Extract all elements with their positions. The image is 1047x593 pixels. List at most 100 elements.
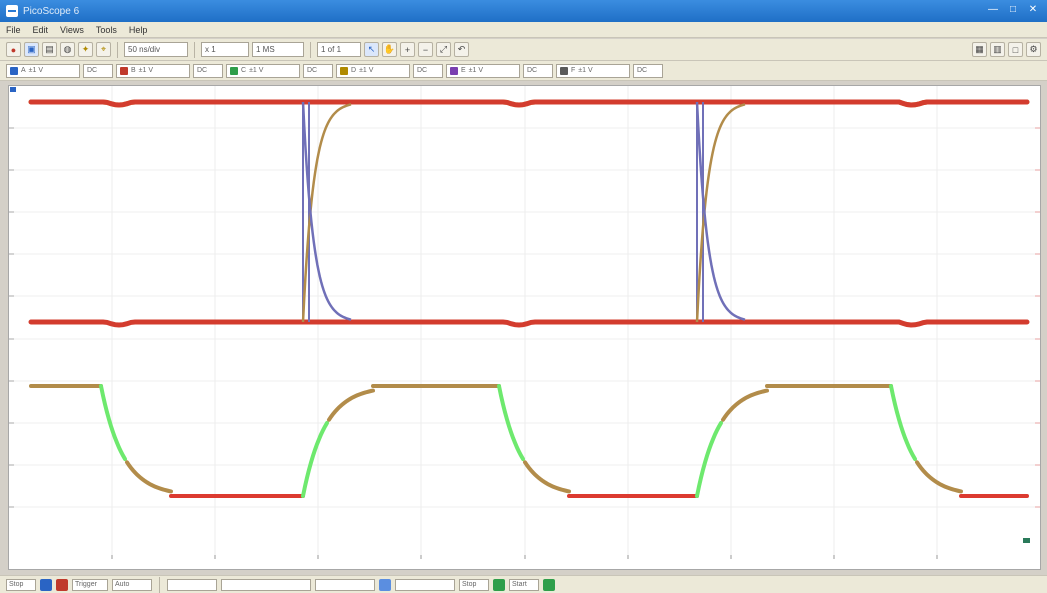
channel-e-color-icon: [450, 66, 458, 75]
zoom-out-icon[interactable]: −: [418, 42, 433, 57]
spectrum-mode-icon[interactable]: ▤: [42, 42, 57, 57]
zoom-in-icon[interactable]: +: [400, 42, 415, 57]
waveform-canvas: [9, 86, 1040, 559]
channel-toolbar: A ±1 V DC B ±1 V DC C ±1 V DC D ±1 V DC E ±1 …: [0, 61, 1047, 81]
go-icon[interactable]: [493, 578, 505, 591]
rising-edge-icon[interactable]: [379, 578, 391, 591]
samples-select[interactable]: 1 MS: [252, 42, 304, 57]
channel-c-label: C: [241, 66, 247, 74]
channel-d-range: ±1 V: [359, 66, 374, 74]
undo-zoom-icon[interactable]: ↶: [454, 42, 469, 57]
settings-icon[interactable]: ⚙: [1026, 42, 1041, 57]
channel-c-range: ±1 V: [249, 66, 264, 74]
bottom-settle-trace: [125, 460, 173, 494]
stop-button[interactable]: Stop: [459, 578, 489, 591]
channel-e-coupling[interactable]: DC: [523, 63, 553, 78]
channel-c-color-icon: [230, 66, 238, 75]
capture-counter[interactable]: 1 of 1: [317, 42, 361, 57]
channel-f-coupling[interactable]: DC: [633, 63, 663, 78]
channel-f-color-icon: [560, 66, 568, 75]
trigger-mode-select[interactable]: Auto: [112, 578, 152, 591]
minimize-icon[interactable]: —: [988, 4, 998, 15]
view-split-icon[interactable]: ▥: [990, 42, 1005, 57]
trigger-channel-field[interactable]: [167, 578, 217, 591]
toolbar-separator: [117, 41, 118, 58]
scope-mode-icon[interactable]: ▣: [24, 42, 39, 57]
start-icon[interactable]: [543, 578, 555, 591]
channel-e-select[interactable]: E ±1 V: [446, 63, 520, 78]
channel-d-coupling[interactable]: DC: [413, 63, 443, 78]
ruler-handle-icon[interactable]: [1023, 538, 1030, 543]
toolbar-separator: [310, 41, 311, 58]
maximize-icon[interactable]: □: [1009, 4, 1017, 15]
pointer-tool-icon[interactable]: ↖: [364, 42, 379, 57]
view-single-icon[interactable]: □: [1008, 42, 1023, 57]
hand-tool-icon[interactable]: ✋: [382, 42, 397, 57]
main-toolbar: ● ▣ ▤ ◍ ✦ ⌖ 50 ns/div x 1 1 MS 1 of 1 ↖ …: [0, 39, 1047, 61]
title-bar: PicoScope 6 — □ ✕: [0, 0, 1047, 22]
stop-start-label: Stop: [6, 578, 36, 591]
channel-f-label: F: [571, 66, 576, 74]
persistence-mode-icon[interactable]: ◍: [60, 42, 75, 57]
top-crossing-2-falling: [695, 101, 746, 321]
menu-edit[interactable]: Edit: [32, 24, 49, 35]
channel-b-select[interactable]: B ±1 V: [116, 63, 190, 78]
channel-d-color-icon: [340, 66, 348, 75]
channel-f-range: ±1 V: [578, 66, 593, 74]
channel-b-label: B: [131, 66, 136, 74]
window-controls: — □ ✕: [985, 3, 1041, 17]
measure-icon[interactable]: ✦: [78, 42, 93, 57]
channel-a-label: A: [21, 66, 26, 74]
channel-a-select[interactable]: A ±1 V: [6, 63, 80, 78]
zoom-fit-icon[interactable]: ⤢: [436, 42, 451, 57]
menu-help[interactable]: Help: [128, 24, 148, 35]
channel-c-coupling[interactable]: DC: [303, 63, 333, 78]
ruler-icon[interactable]: ⌖: [96, 42, 111, 57]
close-icon[interactable]: ✕: [1028, 4, 1038, 15]
channel-a-range: ±1 V: [28, 66, 44, 74]
channel-d-select[interactable]: D ±1 V: [336, 63, 410, 78]
top-high-rail-trace-overlay: [28, 99, 1030, 108]
bottom-edge-trace: [301, 421, 329, 498]
view-grid-icon[interactable]: ▦: [972, 42, 987, 57]
bottom-edge-trace: [99, 384, 127, 461]
window-title: PicoScope 6: [23, 5, 80, 17]
channel-a-color-icon: [10, 66, 18, 75]
channel-e-label: E: [461, 66, 466, 74]
channel-e-range: ±1 V: [468, 66, 484, 74]
menu-bar: File Edit Views Tools Help: [0, 22, 1047, 38]
bottom-settle-trace: [721, 388, 769, 422]
stop-icon[interactable]: [56, 578, 68, 591]
axis-marker-icon: [10, 87, 16, 92]
app-icon: [6, 5, 18, 17]
delay-field[interactable]: [395, 578, 455, 591]
bottom-edge-trace: [695, 421, 723, 498]
timebase-select[interactable]: 50 ns/div: [124, 42, 188, 57]
menu-tools[interactable]: Tools: [95, 24, 117, 35]
channel-b-coupling[interactable]: DC: [193, 63, 223, 78]
scope-view[interactable]: [8, 85, 1041, 570]
start-button[interactable]: Start: [509, 578, 539, 591]
waveform-traces: [28, 99, 1030, 498]
pretrigger-field[interactable]: [315, 578, 375, 591]
channel-b-color-icon: [120, 66, 128, 75]
menu-file[interactable]: File: [6, 24, 21, 35]
bottom-settle-trace: [523, 460, 571, 494]
menu-views[interactable]: Views: [60, 24, 84, 35]
bottom-settle-trace: [915, 460, 963, 494]
channel-d-label: D: [351, 66, 357, 74]
run-icon[interactable]: [40, 578, 52, 591]
status-separator: [159, 576, 160, 593]
channel-c-select[interactable]: C ±1 V: [226, 63, 300, 78]
channel-b-range: ±1 V: [138, 66, 154, 74]
toolbar-separator: [194, 41, 195, 58]
channel-f-select[interactable]: F ±1 V: [556, 63, 630, 78]
bottom-edge-trace: [889, 384, 917, 461]
trigger-level-field[interactable]: [221, 578, 311, 591]
bottom-edge-trace: [497, 384, 525, 461]
trigger-label: Trigger: [72, 578, 108, 591]
record-icon[interactable]: ●: [6, 42, 21, 57]
zoom-select[interactable]: x 1: [201, 42, 249, 57]
channel-a-coupling[interactable]: DC: [83, 63, 113, 78]
top-low-rail-trace: [28, 319, 1030, 328]
